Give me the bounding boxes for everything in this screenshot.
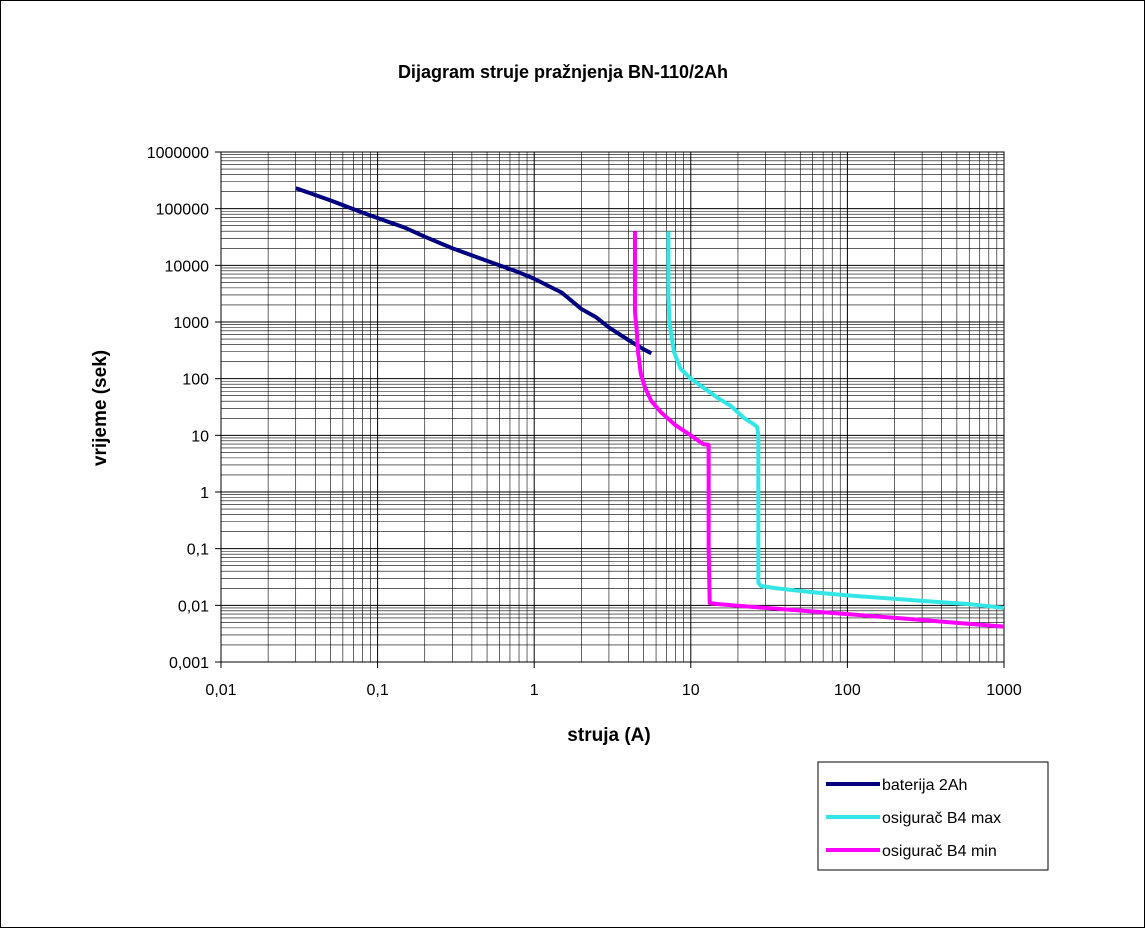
x-tick-label: 10 (682, 682, 700, 699)
x-tick-label: 1000 (986, 682, 1022, 699)
y-tick-label: 10 (191, 428, 209, 445)
legend: baterija 2Ah osigurač B4 max osigurač B4 m… (817, 761, 1049, 871)
y-tick-label: 0,001 (169, 655, 209, 672)
chart-title: Dijagram struje pražnjenja BN-110/2Ah (398, 62, 728, 82)
x-axis-ticks: 0,01 0,1 1 10 100 1000 (205, 662, 1022, 699)
y-axis-label: vrijeme (sek) (90, 350, 111, 466)
x-tick-label: 0,1 (366, 682, 388, 699)
y-tick-label: 10000 (165, 258, 210, 275)
grid-major (220, 151, 1005, 663)
x-tick-label: 100 (834, 682, 861, 699)
series-line-3 (632, 231, 1005, 629)
grid-minor (221, 152, 1004, 662)
legend-label-3: osigurač B4 min (882, 843, 997, 860)
series-line-1 (295, 186, 653, 356)
series-line-2 (666, 231, 1005, 610)
y-tick-label: 0,1 (187, 542, 209, 559)
y-tick-label: 100 (182, 372, 209, 389)
x-tick-label: 0,01 (205, 682, 236, 699)
legend-label-2: osigurač B4 max (882, 810, 1001, 827)
y-axis-ticks: 0,001 0,01 0,1 1 10 100 1000 10000 100000 1000000 (147, 145, 221, 672)
series-lines (295, 186, 1005, 629)
y-tick-label: 1000000 (147, 145, 209, 162)
y-tick-label: 0,01 (178, 598, 209, 615)
x-tick-label: 1 (530, 682, 539, 699)
y-tick-label: 1000 (173, 315, 209, 332)
y-tick-label: 1 (200, 485, 209, 502)
x-axis-label: struja (A) (567, 725, 650, 746)
y-tick-label: 100000 (156, 202, 209, 219)
plot-area-border (220, 151, 1005, 663)
legend-label-1: baterija 2Ah (882, 777, 967, 794)
